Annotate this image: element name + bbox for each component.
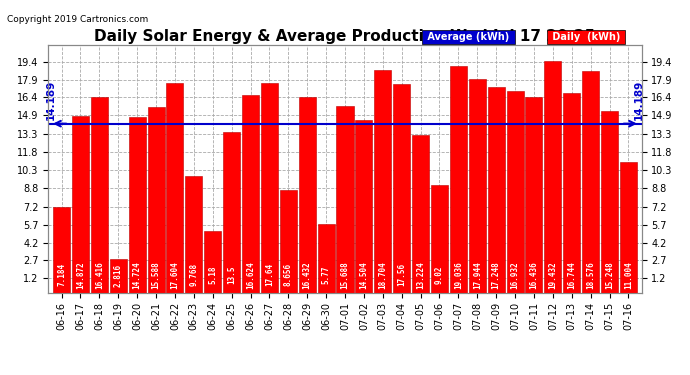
Bar [412, 135, 429, 292]
Bar [53, 207, 70, 292]
Bar [506, 91, 524, 292]
Text: 15.588: 15.588 [152, 261, 161, 288]
Text: Copyright 2019 Cartronics.com: Copyright 2019 Cartronics.com [7, 15, 148, 24]
Text: 15.688: 15.688 [340, 261, 350, 288]
Bar [128, 117, 146, 292]
Bar [280, 189, 297, 292]
Text: 14.504: 14.504 [359, 261, 368, 288]
Bar [261, 82, 278, 292]
Bar [393, 84, 410, 292]
Text: 19.432: 19.432 [549, 261, 558, 288]
Bar [582, 72, 599, 292]
Bar [166, 83, 184, 292]
Bar [450, 66, 467, 292]
Text: 14.189: 14.189 [634, 80, 644, 120]
Text: 17.64: 17.64 [265, 263, 274, 286]
Text: 9.768: 9.768 [189, 263, 198, 286]
Bar [337, 106, 353, 292]
Bar [242, 95, 259, 292]
Text: 16.744: 16.744 [567, 261, 576, 288]
Text: 17.604: 17.604 [170, 261, 179, 288]
Bar [110, 259, 127, 292]
Text: 13.224: 13.224 [416, 261, 425, 288]
Text: Average (kWh): Average (kWh) [424, 32, 513, 42]
Bar [488, 87, 504, 292]
Title: Daily Solar Energy & Average Production Wed Jul 17 20:25: Daily Solar Energy & Average Production … [95, 29, 595, 44]
Text: 11.004: 11.004 [624, 261, 633, 288]
Text: 18.704: 18.704 [378, 261, 387, 288]
Bar [563, 93, 580, 292]
Bar [431, 185, 448, 292]
Text: 16.432: 16.432 [303, 261, 312, 288]
Bar [544, 61, 562, 292]
Text: 2.816: 2.816 [114, 264, 123, 287]
Text: 7.184: 7.184 [57, 263, 66, 286]
Text: 13.5: 13.5 [227, 266, 236, 284]
Bar [601, 111, 618, 292]
Text: 15.248: 15.248 [605, 261, 614, 288]
Text: 19.036: 19.036 [454, 261, 463, 288]
Bar [223, 132, 240, 292]
Bar [526, 97, 542, 292]
Bar [91, 97, 108, 292]
Text: 9.02: 9.02 [435, 266, 444, 284]
Text: 5.18: 5.18 [208, 266, 217, 284]
Text: 16.932: 16.932 [511, 261, 520, 288]
Text: 17.944: 17.944 [473, 261, 482, 288]
Text: Daily  (kWh): Daily (kWh) [549, 32, 623, 42]
Text: 18.576: 18.576 [586, 261, 595, 288]
Text: 16.416: 16.416 [95, 261, 103, 288]
Bar [186, 176, 202, 292]
Text: 17.248: 17.248 [492, 261, 501, 288]
Bar [620, 162, 637, 292]
Text: 14.872: 14.872 [76, 261, 85, 288]
Bar [374, 70, 391, 292]
Bar [204, 231, 221, 292]
Text: 16.624: 16.624 [246, 261, 255, 288]
Text: 17.56: 17.56 [397, 263, 406, 286]
Bar [355, 120, 373, 292]
Bar [469, 79, 486, 292]
Bar [72, 116, 89, 292]
Text: 8.656: 8.656 [284, 263, 293, 286]
Text: 14.189: 14.189 [46, 80, 56, 120]
Text: 16.436: 16.436 [529, 261, 538, 288]
Text: 5.77: 5.77 [322, 266, 331, 284]
Text: 14.724: 14.724 [132, 261, 141, 288]
Bar [299, 97, 316, 292]
Bar [317, 224, 335, 292]
Bar [148, 107, 164, 292]
